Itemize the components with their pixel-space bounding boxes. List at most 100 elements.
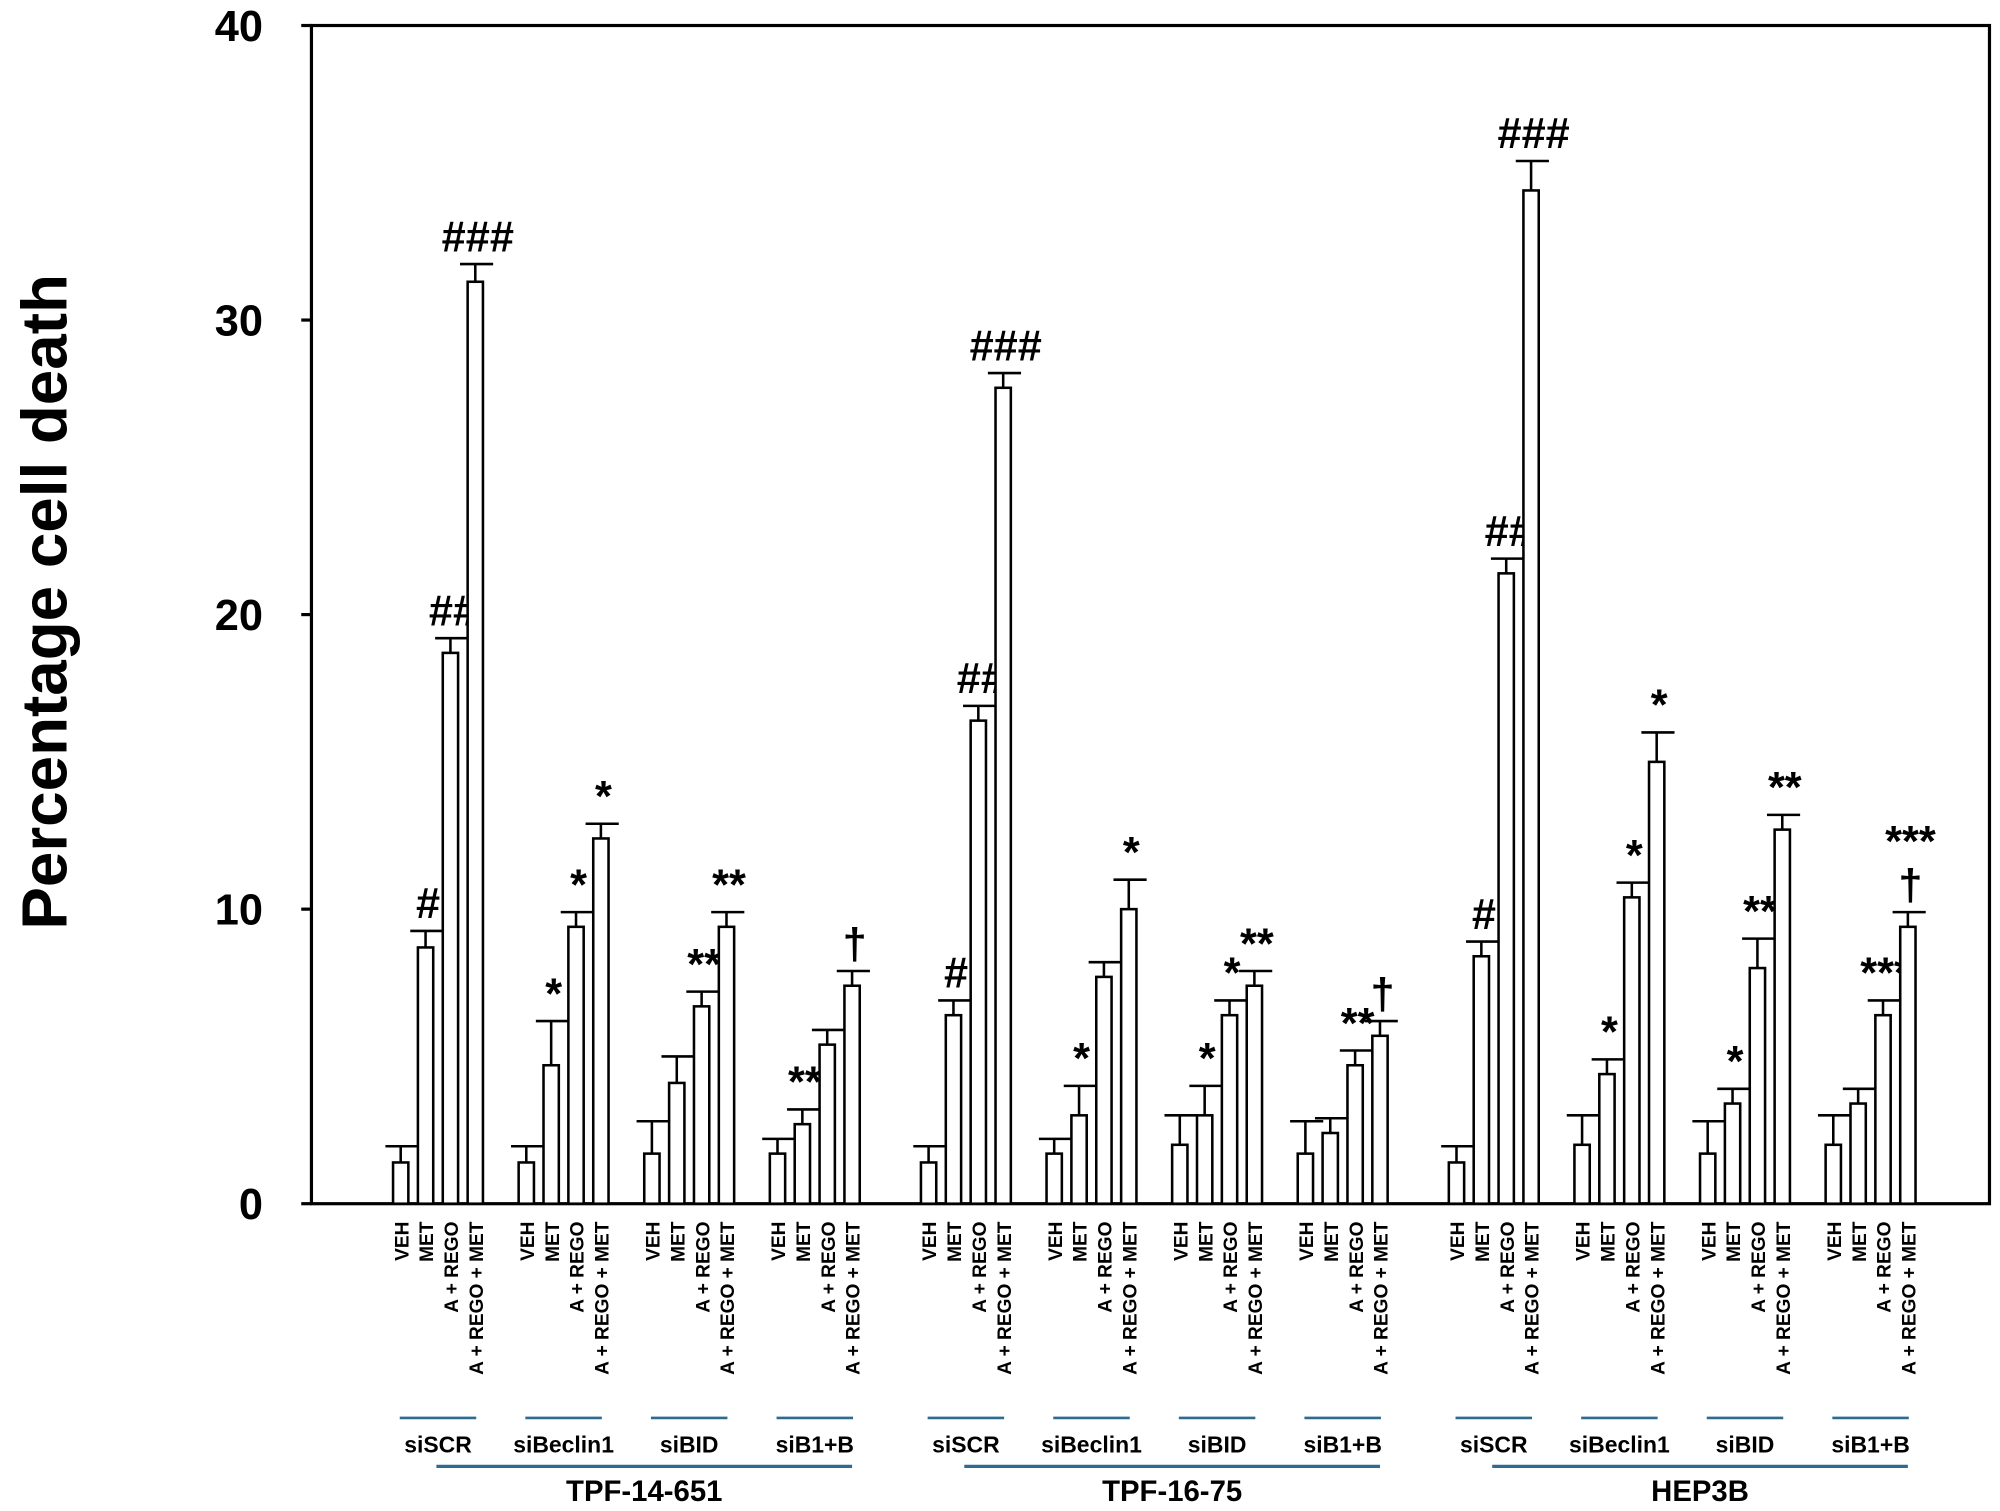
- bar: [1296, 1152, 1315, 1205]
- x-tick-label: VEH: [1297, 1222, 1318, 1261]
- x-tick-label: VEH: [644, 1222, 665, 1261]
- bar: [919, 1161, 938, 1205]
- group-label: siSCR: [1460, 1431, 1528, 1457]
- bar: [1598, 1072, 1616, 1205]
- bar: [1497, 572, 1516, 1205]
- bar: [1195, 1114, 1214, 1205]
- significance-annotation: *: [1601, 1009, 1618, 1057]
- bar: [1321, 1131, 1340, 1205]
- x-tick-label: VEH: [1046, 1222, 1067, 1261]
- group-label: siB1+B: [776, 1431, 854, 1457]
- y-axis-label: Percentage cell death: [9, 274, 81, 930]
- x-tick-label: VEH: [392, 1222, 413, 1261]
- x-tick-label: MET: [668, 1221, 689, 1262]
- bar: [717, 925, 736, 1205]
- x-tick-label: A + REGO: [970, 1221, 991, 1312]
- x-tick-label: MET: [1322, 1221, 1343, 1262]
- significance-annotation: **: [687, 941, 721, 989]
- significance-annotation: *: [1073, 1035, 1090, 1083]
- x-tick-label: MET: [1473, 1221, 1494, 1262]
- y-tick-label: 30: [215, 297, 263, 345]
- significance-annotation: †: [1370, 970, 1394, 1018]
- bar: [1773, 828, 1792, 1205]
- significance-annotation: **: [712, 861, 746, 909]
- bar: [818, 1043, 837, 1205]
- x-tick-label: A + REGO: [1749, 1221, 1770, 1312]
- bar: [1447, 1161, 1466, 1205]
- cell-line-label: HEP3B: [1651, 1475, 1749, 1508]
- bar: [1647, 760, 1666, 1205]
- x-tick-label: A + REGO + MET: [844, 1221, 865, 1375]
- group-label: siSCR: [404, 1431, 472, 1457]
- group-label: siBID: [1716, 1431, 1775, 1457]
- significance-annotation: **: [788, 1059, 822, 1107]
- bar: [1472, 955, 1491, 1205]
- significance-annotation: *: [1199, 1035, 1216, 1083]
- bar: [517, 1161, 536, 1205]
- x-tick-label: VEH: [1448, 1222, 1469, 1261]
- y-tick-label: 0: [239, 1181, 263, 1229]
- significance-annotation: ###: [1497, 110, 1569, 158]
- group-label: siBID: [1188, 1431, 1247, 1457]
- x-tick-label: A + REGO + MET: [1120, 1221, 1141, 1375]
- bar: [567, 925, 585, 1205]
- significance-annotation: *: [1626, 832, 1643, 880]
- significance-annotation: *: [1727, 1038, 1744, 1086]
- x-tick-label: MET: [945, 1221, 966, 1262]
- x-tick-label: A + REGO: [819, 1221, 840, 1312]
- significance-annotation: *: [1123, 829, 1140, 877]
- group-label: siB1+B: [1303, 1431, 1381, 1457]
- bar: [768, 1152, 787, 1205]
- bar: [1094, 975, 1113, 1205]
- y-tick-label: 10: [215, 886, 263, 934]
- bar: [1698, 1152, 1717, 1205]
- bar: [1874, 1013, 1892, 1205]
- bar: [1170, 1143, 1189, 1205]
- group-label: siB1+B: [1831, 1431, 1909, 1457]
- x-tick-label: VEH: [1574, 1222, 1595, 1261]
- significance-annotation: **: [1743, 888, 1777, 936]
- x-tick-label: VEH: [1825, 1222, 1846, 1261]
- significance-annotation: ###: [442, 213, 514, 261]
- x-tick-label: MET: [417, 1221, 438, 1262]
- group-label: siBeclin1: [1041, 1431, 1142, 1457]
- bar: [969, 719, 988, 1205]
- bar: [1070, 1114, 1088, 1205]
- significance-annotation: *: [1651, 682, 1668, 730]
- plot-frame: [309, 23, 1992, 1206]
- x-tick-label: A + REGO + MET: [1774, 1221, 1795, 1375]
- bar: [1245, 984, 1264, 1205]
- bar: [416, 946, 435, 1205]
- significance-annotation: ###: [970, 322, 1042, 370]
- significance-annotation: **: [1768, 764, 1802, 812]
- x-tick-label: MET: [794, 1221, 815, 1262]
- x-tick-label: A + REGO + MET: [995, 1221, 1016, 1375]
- x-tick-label: A + REGO: [1498, 1221, 1519, 1312]
- x-tick-label: MET: [1196, 1221, 1217, 1262]
- x-tick-label: A + REGO + MET: [1900, 1221, 1921, 1375]
- x-tick-label: A + REGO + MET: [1648, 1221, 1669, 1375]
- significance-annotation: *: [570, 861, 587, 909]
- cell-line-label: TPF-16-75: [1102, 1475, 1242, 1508]
- bar: [994, 386, 1013, 1205]
- x-tick-label: A + REGO: [1875, 1221, 1896, 1312]
- bar: [1045, 1152, 1064, 1205]
- x-tick-label: A + REGO: [568, 1221, 589, 1312]
- bar: [1346, 1063, 1365, 1205]
- bar: [391, 1161, 410, 1205]
- bar: [1824, 1143, 1843, 1205]
- significance-annotation: **: [1341, 1000, 1375, 1048]
- x-tick-label: A + REGO + MET: [1246, 1221, 1267, 1375]
- bar: [843, 984, 862, 1205]
- x-tick-label: A + REGO + MET: [1523, 1221, 1544, 1375]
- x-tick-label: VEH: [769, 1222, 790, 1261]
- bar: [1723, 1102, 1742, 1205]
- x-tick-label: VEH: [518, 1222, 539, 1261]
- x-tick-label: MET: [1724, 1221, 1745, 1262]
- significance-annotation: #: [944, 950, 968, 998]
- bar: [542, 1063, 561, 1205]
- x-tick-label: VEH: [920, 1222, 941, 1261]
- significance-annotation: *: [1224, 950, 1241, 998]
- significance-annotation: #: [416, 880, 440, 928]
- group-label: siBID: [660, 1431, 719, 1457]
